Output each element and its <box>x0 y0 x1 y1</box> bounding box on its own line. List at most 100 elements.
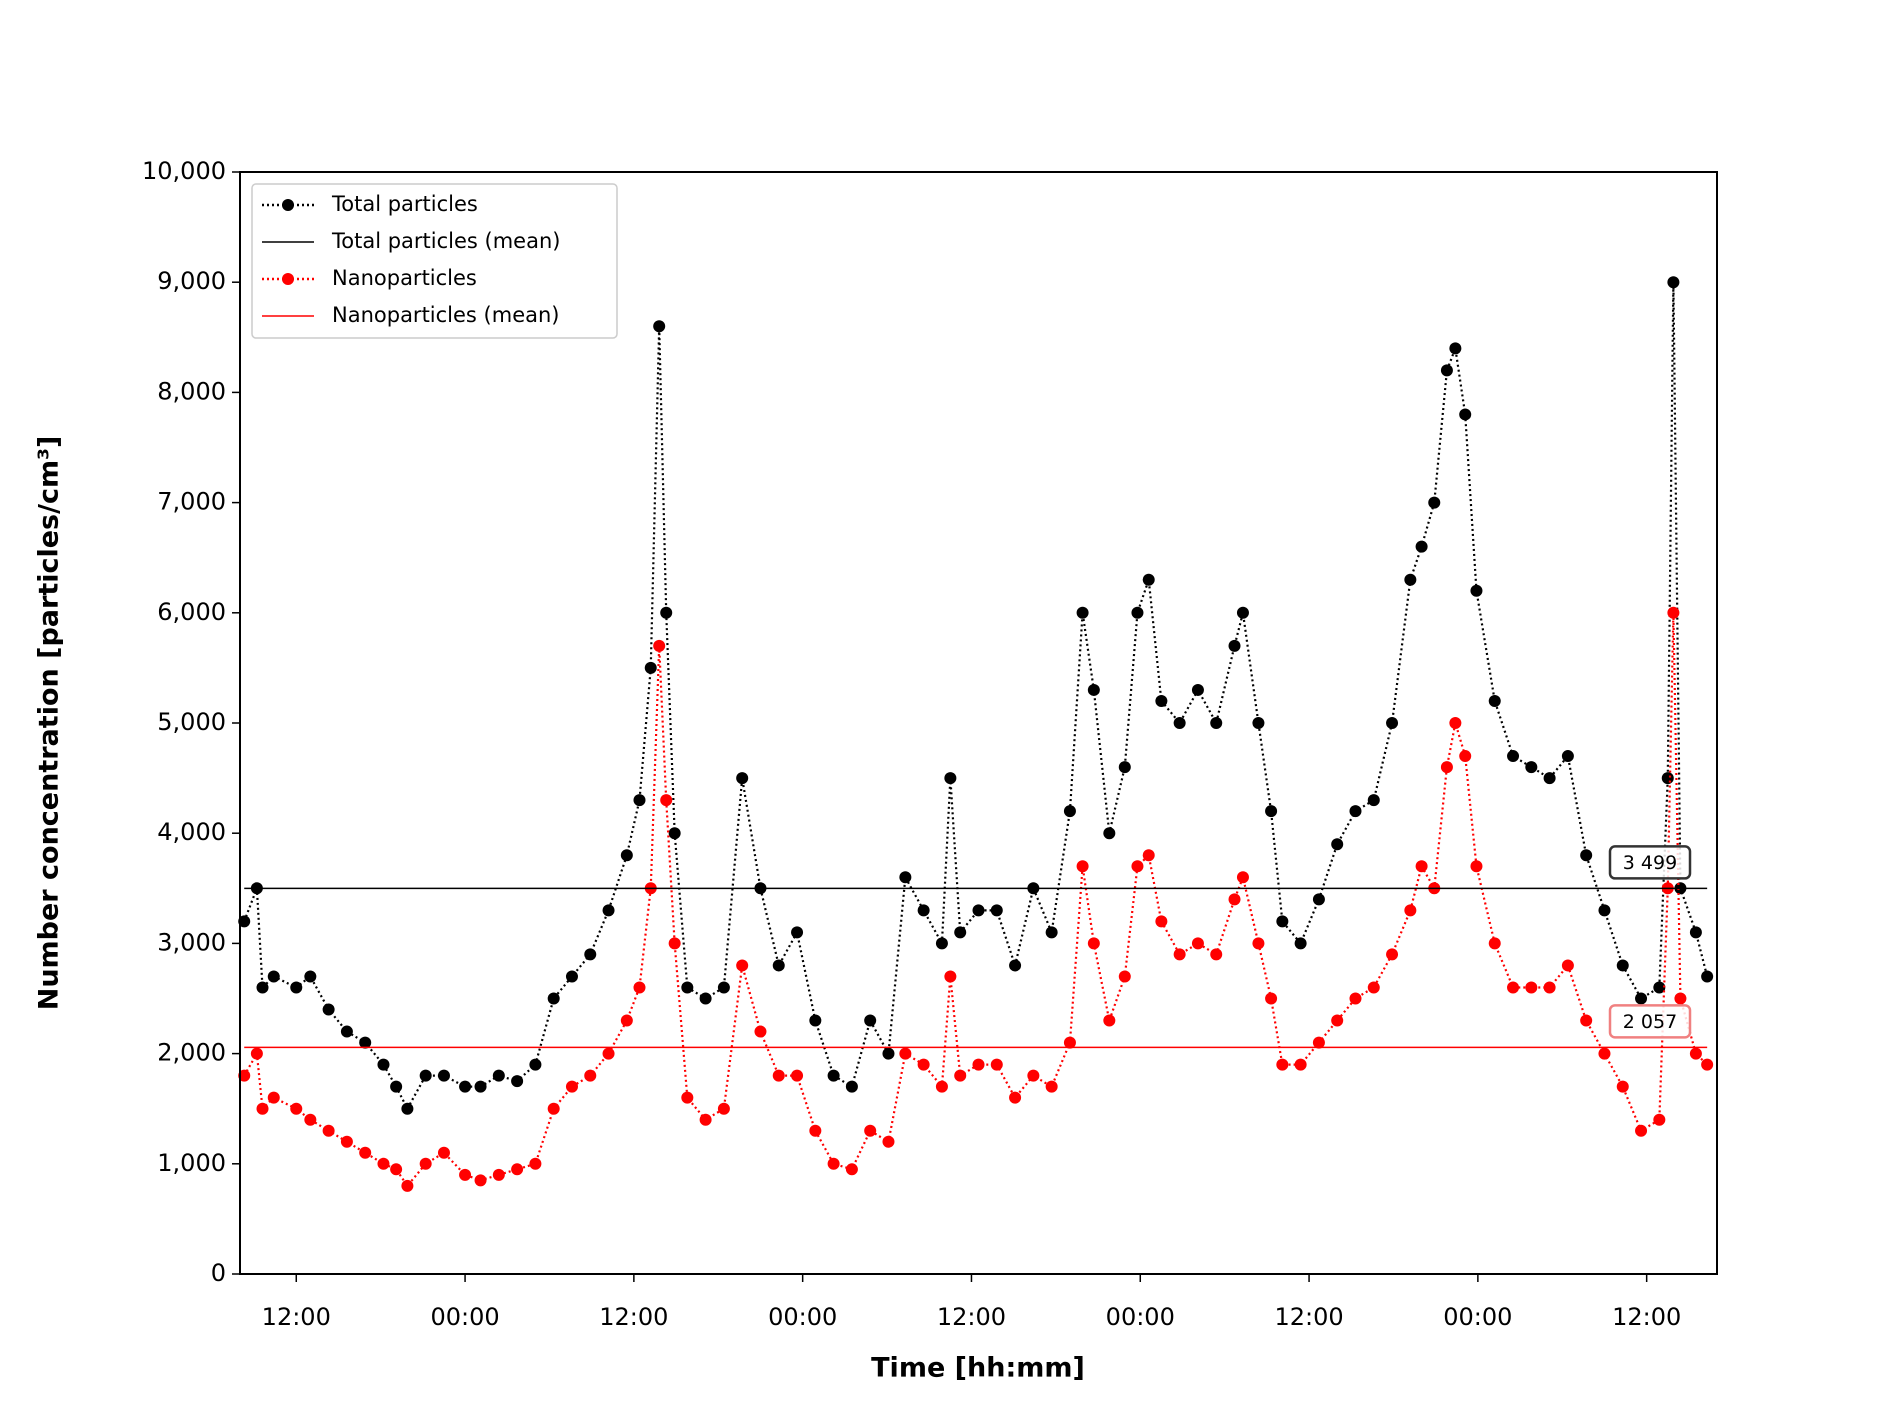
data-point <box>990 904 1003 917</box>
data-point <box>935 1080 948 1093</box>
data-point <box>1009 959 1022 972</box>
data-point <box>917 1058 930 1071</box>
data-point <box>1103 1014 1116 1027</box>
plot-frame <box>239 171 1718 1275</box>
data-point <box>238 915 251 928</box>
data-point <box>1507 750 1520 763</box>
data-point <box>1440 761 1453 774</box>
data-point <box>1449 342 1462 355</box>
data-point <box>250 1047 263 1060</box>
y-axis-label: Number concentration [particles/cm³] <box>34 436 65 1011</box>
data-point <box>529 1157 542 1170</box>
data-point <box>437 1069 450 1082</box>
data-point <box>1635 1124 1648 1137</box>
data-point <box>529 1058 542 1071</box>
data-point <box>1228 893 1241 906</box>
data-point <box>547 1102 560 1115</box>
data-point <box>390 1163 403 1176</box>
data-point <box>660 794 673 807</box>
y-tick-label: 4,000 <box>157 818 226 846</box>
data-point <box>267 1091 280 1104</box>
data-point <box>584 1069 597 1082</box>
data-point <box>1440 364 1453 377</box>
data-point <box>1386 717 1399 729</box>
data-point <box>1459 750 1472 763</box>
data-point <box>547 992 560 1005</box>
data-point <box>401 1102 414 1115</box>
data-point <box>809 1124 822 1137</box>
data-point <box>511 1075 524 1088</box>
data-point <box>736 959 749 972</box>
y-tick-label: 9,000 <box>157 267 226 295</box>
data-point <box>1367 981 1380 994</box>
data-point <box>827 1069 840 1082</box>
data-point <box>492 1168 505 1181</box>
data-point <box>1689 926 1702 939</box>
data-point <box>1449 717 1462 729</box>
data-point <box>668 937 681 950</box>
data-point <box>1312 893 1325 906</box>
data-point <box>1331 1014 1344 1027</box>
data-point <box>1087 937 1100 950</box>
x-tick-label: 12:00 <box>1274 1303 1343 1331</box>
data-point <box>1118 970 1131 983</box>
series-line <box>243 282 1709 1112</box>
data-point <box>359 1036 372 1049</box>
data-point <box>1488 694 1501 707</box>
data-point <box>1661 772 1674 785</box>
data-point <box>954 926 967 939</box>
data-point <box>238 1069 251 1082</box>
y-tick-label: 3,000 <box>157 928 226 956</box>
data-point <box>1525 761 1538 774</box>
mean-label: 2 057 <box>1623 1011 1677 1033</box>
data-point <box>1598 904 1611 917</box>
data-point <box>511 1163 524 1176</box>
data-point <box>620 849 633 862</box>
data-point <box>990 1058 1003 1071</box>
data-point <box>899 871 912 884</box>
data-point <box>304 970 317 983</box>
data-point <box>267 970 280 983</box>
data-point <box>1087 683 1100 696</box>
data-point <box>1561 750 1574 763</box>
data-point <box>602 904 615 917</box>
data-point <box>1404 573 1417 586</box>
data-point <box>1689 1047 1702 1060</box>
data-point <box>1131 606 1144 619</box>
data-point <box>390 1080 403 1093</box>
y-tick-label: 2,000 <box>157 1039 226 1067</box>
data-point <box>791 926 804 939</box>
data-point <box>304 1113 317 1126</box>
data-point <box>1009 1091 1022 1104</box>
data-point <box>602 1047 615 1060</box>
x-tick-label: 00:00 <box>1106 1303 1175 1331</box>
data-point <box>633 981 646 994</box>
legend-text: Nanoparticles <box>332 266 477 290</box>
data-point <box>845 1163 858 1176</box>
data-point <box>717 1102 730 1115</box>
data-point <box>1312 1036 1325 1049</box>
data-point <box>1635 992 1648 1005</box>
series-line <box>243 612 1708 1188</box>
data-point <box>845 1080 858 1093</box>
data-point <box>827 1157 840 1170</box>
data-point <box>772 959 785 972</box>
data-point <box>1236 606 1249 619</box>
data-point <box>1667 606 1680 619</box>
data-point <box>474 1174 487 1187</box>
data-point <box>736 772 749 785</box>
data-point <box>1252 937 1265 950</box>
data-point <box>1386 948 1399 961</box>
data-point <box>1428 496 1441 509</box>
data-point <box>809 1014 822 1027</box>
data-point <box>1276 1058 1289 1071</box>
data-point <box>1543 772 1556 785</box>
data-point <box>899 1047 912 1060</box>
data-point <box>944 772 957 785</box>
data-point <box>1488 937 1501 950</box>
data-point <box>1701 1058 1714 1071</box>
data-point <box>864 1124 877 1137</box>
y-tick-label: 7,000 <box>157 488 226 516</box>
data-point <box>290 981 303 994</box>
data-point <box>1276 915 1289 928</box>
